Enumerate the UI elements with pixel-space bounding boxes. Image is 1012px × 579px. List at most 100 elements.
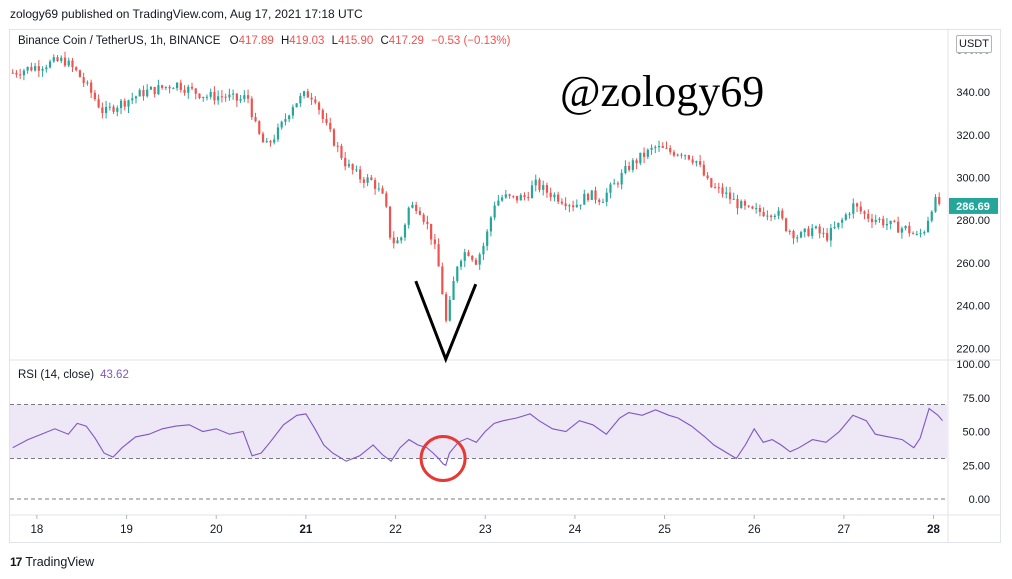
candle-body [317,102,321,110]
candle-body [777,210,780,216]
candle-body [904,225,907,229]
candle-body [863,211,866,214]
candle-body [403,224,407,238]
candle-body [48,61,52,68]
candle-body [467,252,470,256]
candle-body [497,200,500,206]
candle-body [220,96,224,98]
candle-body [538,179,541,190]
price-tick-label: 300.00 [956,172,990,184]
candle-body [269,141,272,143]
candle-body [385,193,388,207]
candle-body [665,147,668,149]
candle-body [654,147,657,149]
candle-body [344,157,347,167]
candle-body [530,185,534,199]
candle-body [392,237,395,244]
candle-body [766,215,769,217]
candle-body [329,122,332,130]
candle-body [411,204,414,208]
rsi-name: RSI (14, close) [18,369,95,381]
candle-body [586,193,590,200]
candle-body [351,164,354,170]
rsi-legend: RSI (14, close) 43.62 [18,369,129,381]
candle-body [807,228,810,236]
candle-body [721,187,724,194]
candle-body [306,91,309,98]
candle-body [340,146,343,158]
candle-body [101,107,104,113]
candle-body [448,299,451,321]
candle-body [855,203,859,207]
currency-button[interactable]: USDT [956,35,992,53]
candle-body [60,57,63,61]
candle-body [624,165,627,173]
candle-body [355,169,358,171]
candle-body [635,160,638,164]
candle-body [41,69,44,71]
candle-body [616,183,620,185]
candle-body [631,160,634,170]
candle-body [755,207,758,209]
candle-body [628,165,631,170]
candle-body [885,223,889,226]
candle-body [303,91,306,96]
candle-body [512,195,515,197]
candle-body [672,152,676,156]
candle-body [784,218,788,232]
candle-body [388,206,392,238]
candle-body [422,214,425,222]
candle-body [441,266,444,295]
candle-body [310,97,313,100]
tradingview-logo-icon: 17 [10,555,22,569]
candle-body [575,204,578,208]
candle-body [717,187,720,189]
candle-body [915,234,918,236]
candle-body [146,89,149,97]
candle-body [295,103,298,108]
candle-body [650,147,653,150]
candle-body [770,215,773,217]
candle-body [613,183,616,185]
candle-body [452,280,455,300]
candle-body [119,100,123,109]
candle-body [508,194,511,196]
candle-body [321,109,324,120]
candle-body [725,192,728,194]
candle-body [594,190,597,200]
candle-body [826,232,829,241]
tradingview-brand[interactable]: 17 TradingView [10,555,94,569]
candle-body [620,172,623,185]
candle-body [396,240,399,244]
candle-body [908,225,911,234]
candle-body [579,204,582,206]
symbol-name: Binance Coin / TetherUS, 1h, BINANCE [18,35,221,47]
candle-body [362,179,365,183]
candle-body [889,220,892,224]
candle-body [202,96,205,98]
candle-body [407,207,410,225]
candle-body [157,85,160,95]
candle-body [583,193,586,205]
candle-body [332,129,336,146]
low-label: L [331,35,339,47]
candle-body [347,164,351,167]
candle-body [45,67,48,70]
candle-body [30,66,33,71]
candles [11,51,941,323]
candle-body [459,260,463,267]
candle-body [938,197,941,204]
high-label: H [280,35,290,47]
candle-body [288,115,291,120]
candle-body [437,244,440,267]
candle-body [179,82,182,90]
candle-body [747,205,750,207]
candle-body [164,86,167,88]
candle-body [657,145,661,148]
candle-body [280,121,283,128]
candle-body [246,95,250,99]
candle-body [773,215,776,217]
candle-body [732,198,735,200]
candle-body [56,57,59,61]
